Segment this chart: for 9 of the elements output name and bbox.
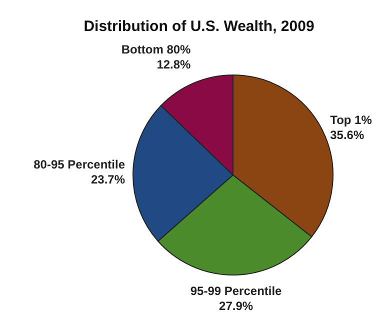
slice-label: 95-99 Percentile: [190, 284, 282, 298]
slice-label: 80-95 Percentile: [34, 158, 126, 172]
chart-title: Distribution of U.S. Wealth, 2009: [82, 18, 316, 35]
data-label: 27.9%: [219, 298, 254, 313]
slice-label: Bottom 80%: [121, 42, 192, 57]
data-label: 35.6%: [330, 128, 364, 142]
data-label: 12.8%: [156, 58, 192, 72]
slice-label: Top 1%: [330, 112, 372, 127]
data-label: 23.7%: [90, 172, 126, 187]
